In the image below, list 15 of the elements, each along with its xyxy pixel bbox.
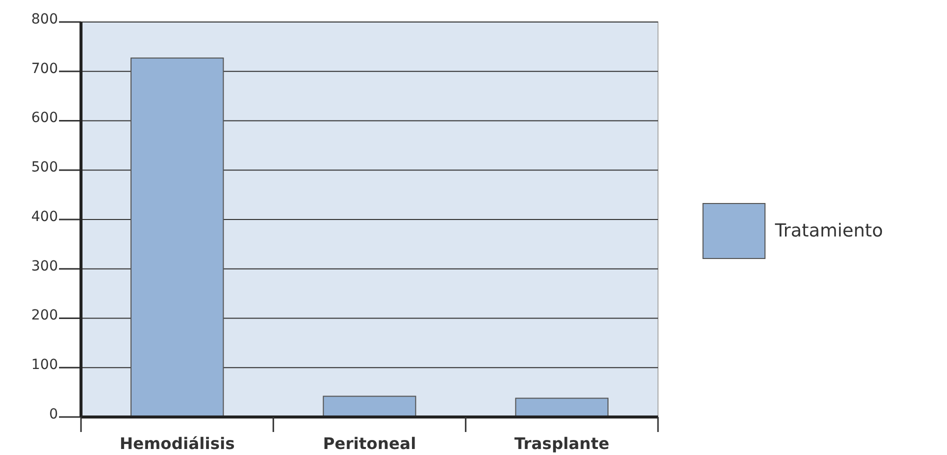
x-tick-label: Peritoneal bbox=[322, 434, 416, 453]
y-tick-label: 0 bbox=[49, 406, 58, 422]
y-tick-label: 500 bbox=[31, 160, 58, 176]
y-tick-label: 700 bbox=[31, 60, 58, 77]
y-tick-label: 800 bbox=[31, 11, 58, 28]
y-tick-label: 300 bbox=[31, 258, 58, 274]
y-tick-label: 600 bbox=[31, 110, 58, 126]
text: Tratamiento bbox=[774, 220, 883, 242]
x-tick-label: Hemodiálisis bbox=[120, 434, 235, 453]
y-tick-label: 200 bbox=[31, 308, 58, 324]
bar bbox=[515, 398, 608, 418]
y-tick-label: 400 bbox=[31, 208, 58, 225]
y-tick-label: 100 bbox=[31, 357, 58, 374]
x-tick-label: Trasplante bbox=[514, 434, 610, 453]
bar bbox=[130, 58, 224, 418]
